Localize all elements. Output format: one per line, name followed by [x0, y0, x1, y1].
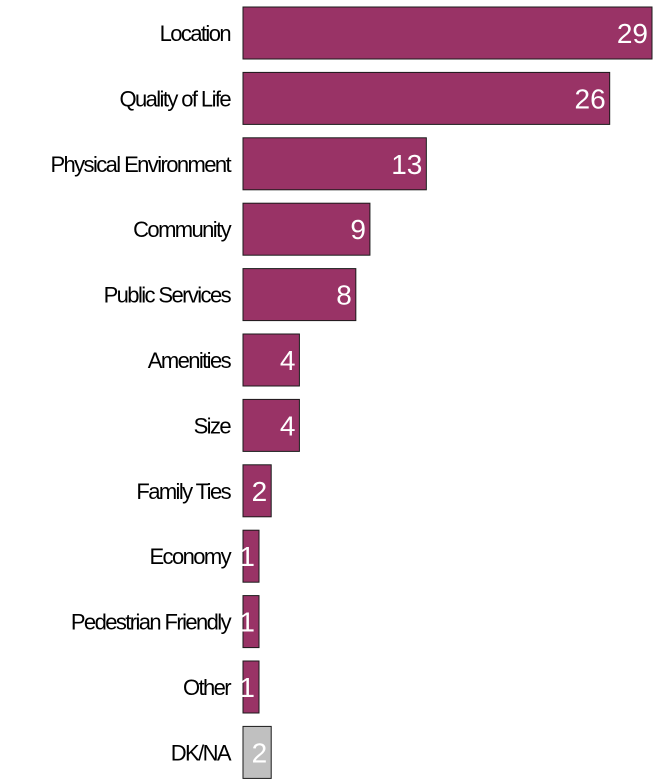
- bar: [242, 268, 357, 322]
- bar: [242, 464, 272, 518]
- data-label: 9: [350, 214, 366, 245]
- bar-row: Pedestrian Friendly 1: [71, 595, 260, 649]
- category-label: DK/NA: [171, 740, 232, 765]
- data-label: 4: [280, 410, 296, 441]
- bar: [242, 137, 427, 191]
- data-label: 1: [239, 607, 255, 638]
- bar: [242, 6, 653, 60]
- bar-row: Public Services 8: [104, 268, 357, 322]
- category-label: Amenities: [148, 348, 232, 373]
- bar: [242, 660, 260, 714]
- bar-row: Other 1: [183, 660, 260, 714]
- bar-row: Amenities 4: [148, 333, 300, 387]
- bar: [242, 202, 371, 256]
- bar-row: Family Ties 2: [136, 464, 272, 518]
- category-label: Size: [194, 413, 232, 438]
- category-label: Pedestrian Friendly: [71, 610, 232, 635]
- bar-row: Economy 1: [149, 529, 260, 583]
- bar-row: Community 9: [133, 202, 371, 256]
- data-label: 13: [391, 149, 422, 180]
- bar: [242, 333, 300, 387]
- data-label: 1: [239, 672, 255, 703]
- category-label: Location: [160, 21, 231, 46]
- bar-row: Quality of Life 26: [119, 71, 611, 125]
- category-label: Public Services: [104, 283, 232, 308]
- category-label: Physical Environment: [50, 152, 231, 177]
- bar: [242, 71, 611, 125]
- bar-row: Physical Environment 13: [50, 137, 427, 191]
- category-label: Other: [183, 675, 231, 700]
- bar-row: Location 29: [160, 6, 653, 60]
- bar: [242, 398, 300, 452]
- category-label: Economy: [149, 544, 231, 569]
- data-label: 26: [575, 83, 606, 114]
- category-label: Quality of Life: [119, 86, 231, 111]
- data-label: 2: [252, 476, 268, 507]
- bar: [242, 725, 272, 779]
- bar: [242, 595, 260, 649]
- data-label: 2: [252, 737, 268, 768]
- category-label: Community: [133, 217, 231, 242]
- bar: [242, 529, 260, 583]
- category-label: Family Ties: [136, 479, 231, 504]
- data-label: 8: [336, 280, 352, 311]
- bar-row: DK/NA 2: [171, 725, 272, 779]
- bar-row: Size 4: [194, 398, 300, 452]
- data-label: 1: [239, 541, 255, 572]
- data-label: 4: [280, 345, 296, 376]
- data-label: 29: [617, 18, 648, 49]
